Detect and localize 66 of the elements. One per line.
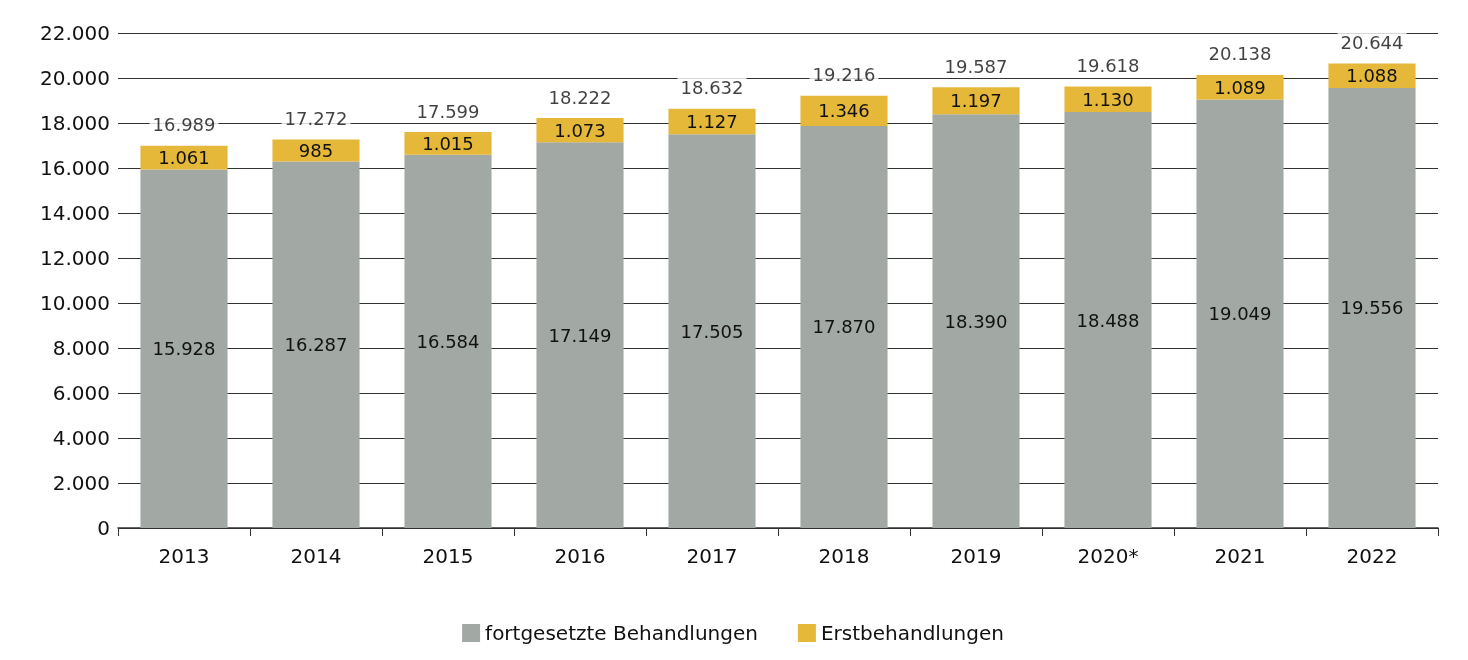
bar	[800, 125, 888, 528]
bar	[536, 142, 624, 528]
bar	[140, 169, 228, 528]
total-label: 18.632	[680, 77, 744, 99]
data-label: 18.390	[944, 310, 1008, 332]
x-tick-label: 2013	[158, 544, 210, 568]
y-tick-label: 22.000	[40, 21, 110, 45]
y-tick-label: 16.000	[40, 156, 110, 180]
y-tick-label: 20.000	[40, 66, 110, 90]
bar	[272, 161, 360, 528]
data-label: 15.928	[152, 338, 216, 360]
total-label: 17.599	[416, 100, 480, 122]
x-tick-label: 2017	[686, 544, 738, 568]
x-tick-label: 2015	[422, 544, 474, 568]
data-label: 1.127	[686, 110, 738, 132]
y-tick-label: 2.000	[52, 471, 110, 495]
bar	[272, 139, 360, 162]
data-label: 17.870	[812, 316, 876, 338]
data-label: 1.015	[422, 132, 474, 154]
y-tick-label: 8.000	[52, 336, 110, 360]
bar	[1328, 87, 1416, 528]
data-label: 19.049	[1208, 303, 1272, 325]
data-label: 17.505	[680, 320, 744, 342]
x-tick-label: 2018	[818, 544, 870, 568]
y-tick-label: 10.000	[40, 291, 110, 315]
data-label: 1.073	[554, 119, 606, 141]
x-tick-label: 2014	[290, 544, 342, 568]
data-label: 1.089	[1214, 76, 1266, 98]
y-tick-label: 4.000	[52, 426, 110, 450]
y-tick-label: 14.000	[40, 201, 110, 225]
legend-label: fortgesetzte Behandlungen	[485, 621, 758, 645]
total-label: 20.138	[1208, 43, 1272, 65]
y-tick-label: 0	[97, 516, 110, 540]
data-label: 19.556	[1340, 297, 1404, 319]
total-label: 16.989	[152, 114, 216, 136]
x-tick-label: 2019	[950, 544, 1002, 568]
bar	[932, 114, 1020, 528]
data-label: 18.488	[1076, 309, 1140, 331]
y-tick-label: 18.000	[40, 111, 110, 135]
bar	[668, 134, 756, 528]
data-label: 17.149	[548, 324, 612, 346]
data-label: 1.197	[950, 90, 1002, 112]
total-label: 19.216	[812, 64, 876, 86]
x-tick-label: 2020*	[1077, 544, 1139, 568]
bar	[932, 87, 1020, 115]
bar	[404, 154, 492, 528]
total-label: 19.587	[944, 55, 1008, 77]
x-tick-label: 2021	[1214, 544, 1266, 568]
bar	[1196, 99, 1284, 528]
data-label: 1.061	[158, 147, 210, 169]
total-label: 19.618	[1076, 55, 1140, 77]
x-tick-label: 2022	[1346, 544, 1398, 568]
total-label: 18.222	[548, 86, 612, 108]
total-label: 20.644	[1340, 32, 1404, 54]
bar	[1064, 112, 1152, 528]
data-label: 16.584	[416, 330, 480, 352]
x-tick-label: 2016	[554, 544, 606, 568]
legend-label: Erstbehandlungen	[820, 621, 1004, 645]
data-label: 1.130	[1082, 88, 1134, 110]
data-label: 985	[298, 139, 334, 161]
data-label: 1.088	[1346, 65, 1398, 87]
y-tick-label: 6.000	[52, 381, 110, 405]
y-tick-label: 12.000	[40, 246, 110, 270]
data-label: 16.287	[284, 334, 348, 356]
data-label: 1.346	[818, 100, 870, 122]
total-label: 17.272	[284, 107, 348, 129]
